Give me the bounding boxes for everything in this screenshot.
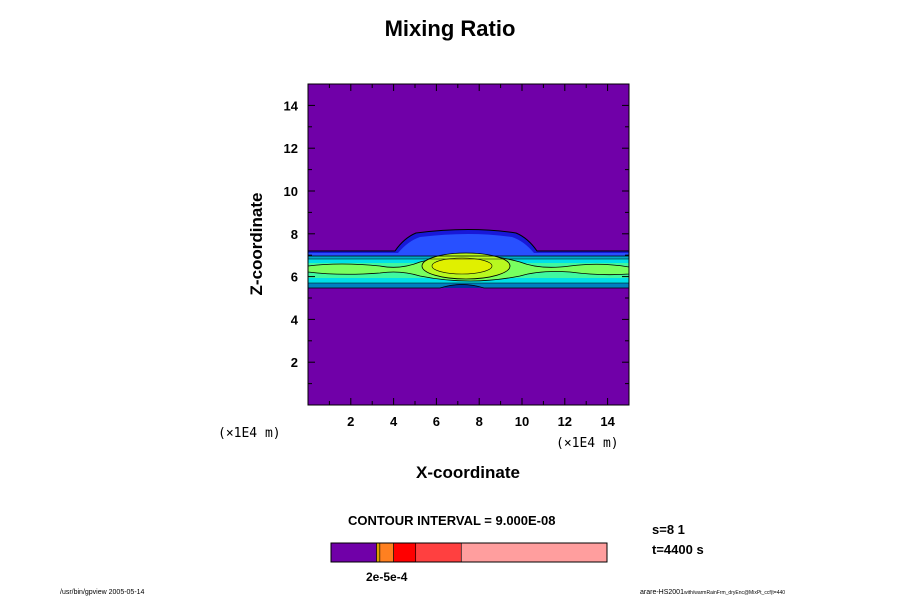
y-tick-label: 4 [291,312,299,327]
x-tick-label: 4 [390,414,398,429]
contour-core-yellow [431,257,493,275]
y-tick-label: 10 [284,184,298,199]
contour-dome-blue [308,234,629,258]
plot-frame [307,83,630,406]
colorbar-segment [376,542,381,563]
x-tick-label: 14 [600,414,615,429]
footer-right-main: arare-HS2001 [640,589,684,596]
footer-right: arare-HS2001with/warmRainFrm_dryEnc@MixP… [640,589,785,596]
x-tick-label: 12 [558,414,572,429]
y-tick-label: 14 [284,98,299,113]
time-info: t=4400 s [652,542,704,557]
x-axis-label: X-coordinate [416,463,520,482]
chart-title: Mixing Ratio [384,16,516,41]
colorbar-segment [460,542,608,563]
colorbar-segment [379,542,394,563]
x-tick-label: 8 [476,414,483,429]
y-tick-label: 2 [291,355,298,370]
y-axis-unit: (×1E4 m) [218,426,281,441]
y-tick-label: 8 [291,227,298,242]
colorbar-labels: 2e-5e-4 [366,570,408,584]
y-tick-label: 6 [291,270,298,285]
x-tick-label: 6 [433,414,440,429]
contour-fills [308,229,629,289]
footer-left: /usr/bin/gpview 2005-05-14 [60,589,145,596]
colorbar-segment [393,542,417,563]
axis-tick-labels: 2 4 6 8 10 12 14 2 4 6 8 10 12 14 [284,98,616,429]
colorbar-frame [330,542,608,563]
y-tick-label: 12 [284,141,298,156]
x-axis-unit: (×1E4 m) [556,436,619,451]
step-info: s=8 1 [652,522,685,537]
x-tick-label: 10 [515,414,529,429]
colorbar [330,542,608,563]
axis-ticks [308,84,629,405]
x-tick-label: 2 [347,414,354,429]
y-axis-label: Z-coordinate [247,193,266,296]
contour-interval-label: CONTOUR INTERVAL = 9.000E-08 [348,513,556,528]
colorbar-segment [330,542,377,563]
colorbar-segment [415,542,462,563]
footer-right-small: with/warmRainFrm_dryEnc@MixPt_ccf(t=440 [683,590,786,596]
